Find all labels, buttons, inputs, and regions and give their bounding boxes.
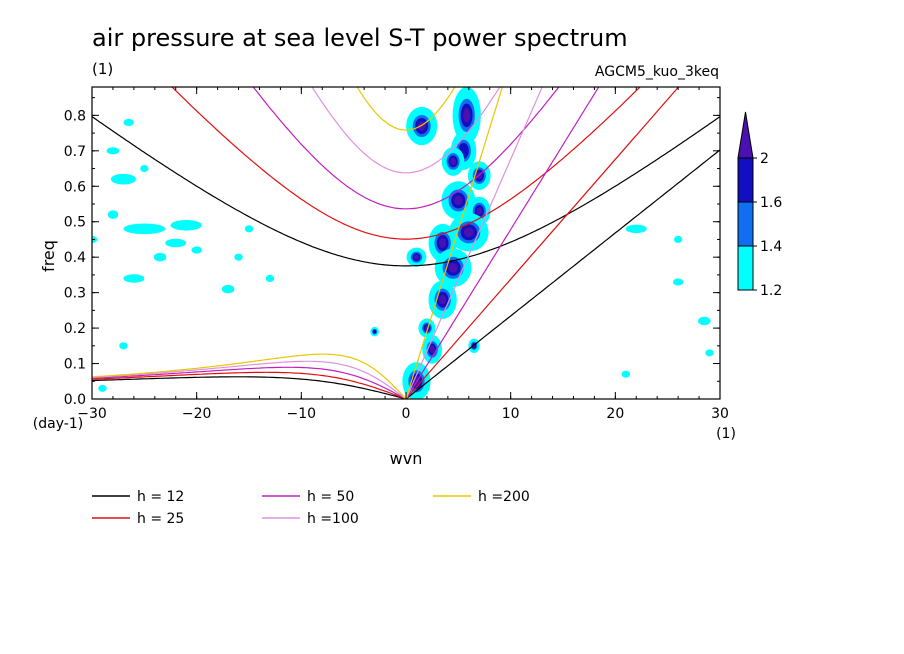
colorbar-segment <box>737 201 754 247</box>
colorbar-label: 1.6 <box>760 195 782 211</box>
contour-blob-17-level-0 <box>106 147 120 155</box>
kelvin-curve-100 <box>405 87 543 399</box>
kelvin-curve-200 <box>405 87 503 399</box>
colorbar-label: 1.4 <box>760 239 782 255</box>
contour-blob-24-level-0 <box>107 210 119 219</box>
contour-blob-30-level-0 <box>221 284 235 294</box>
rossby-curve-50 <box>92 366 407 399</box>
inertia-gravity-curve-200 <box>356 87 456 131</box>
contour-blob-35-level-0 <box>698 316 711 326</box>
contour-blob-5-level-3 <box>454 195 463 206</box>
contour-blob-21-level-0 <box>123 223 166 235</box>
y-tick-label: 0.3 <box>64 286 86 302</box>
contour-blob-36-level-0 <box>673 235 683 243</box>
y-tick-label: 0.7 <box>64 144 86 160</box>
contour-blob-29-level-0 <box>234 253 243 261</box>
kelvin-curve-50 <box>405 87 600 399</box>
contour-blob-0-level-3 <box>463 108 471 123</box>
legend-label-50: h = 50 <box>307 489 354 505</box>
contour-blob-20-level-0 <box>123 118 134 126</box>
contour-blob-26-level-0 <box>123 274 145 283</box>
y-tick-label: 0.4 <box>64 250 86 266</box>
contour-blob-2-level-3 <box>417 121 426 131</box>
x-tick-label: −10 <box>287 406 317 422</box>
colorbar-segment <box>737 157 754 203</box>
figure-title: air pressure at sea level S-T power spec… <box>92 24 628 52</box>
kelvin-curve-25 <box>405 87 680 399</box>
contour-blob-32-level-0 <box>98 384 107 392</box>
contour-blob-13-level-3 <box>429 345 435 353</box>
x-tick-label: 20 <box>606 406 624 422</box>
y-tick-label: 0.0 <box>64 392 86 408</box>
rossby-curve-200 <box>92 353 407 399</box>
inertia-gravity-curve-12 <box>92 116 720 267</box>
rossby-curve-100 <box>92 360 407 399</box>
x-tick-label: −20 <box>182 406 212 422</box>
legend-label-12: h = 12 <box>137 489 184 505</box>
y-tick-label: 0.8 <box>64 108 86 124</box>
contour-blob-27-level-0 <box>191 246 202 254</box>
legend-label-100: h =100 <box>307 511 359 527</box>
axes-layer: −30 −20 −10 0 10 20 30 0.0 0.1 0.2 0.3 0.4 0.5 0.6 0.7… <box>64 87 729 422</box>
y-tick-label: 0.2 <box>64 321 86 337</box>
contour-blob-25-level-0 <box>153 252 167 262</box>
dispersion-curves-layer <box>92 87 720 399</box>
title-units-label: (1) <box>92 60 113 78</box>
inertia-gravity-curve-100 <box>311 87 501 174</box>
contour-blob-23-level-0 <box>165 238 187 248</box>
rossby-curve-12 <box>92 376 407 399</box>
contour-blob-31-level-0 <box>119 342 128 350</box>
contour-blob-38-level-0 <box>672 278 684 286</box>
legend-label-25: h = 25 <box>137 511 184 527</box>
colorbar-label: 1.2 <box>760 283 782 299</box>
y-tick-label: 0.5 <box>64 215 86 231</box>
inertia-gravity-curve-25 <box>171 87 641 240</box>
contour-blob-37-level-0 <box>705 349 714 357</box>
inertia-gravity-curve-50 <box>252 87 560 210</box>
x-tick-label: −30 <box>77 406 107 422</box>
model-label: AGCM5_kuo_3keq <box>595 64 719 80</box>
x-tick-label: 10 <box>502 406 520 422</box>
colorbar-extend-triangle <box>737 111 754 159</box>
contour-blob-6-level-3 <box>476 207 483 215</box>
contour-blob-39-level-0 <box>621 370 630 378</box>
kelvin-curve-12 <box>405 149 720 399</box>
colorbar-label: 2 <box>760 151 769 167</box>
y-axis-unit-label: (day-1) <box>33 416 83 432</box>
y-tick-label: 0.6 <box>64 179 86 195</box>
contour-blob-7-level-3 <box>463 227 474 238</box>
y-tick-label: 0.1 <box>64 357 86 373</box>
contour-blob-19-level-0 <box>140 165 149 173</box>
rossby-curve-25 <box>92 371 407 399</box>
contour-blob-18-level-0 <box>110 173 136 185</box>
legend: h = 12 h = 25 h = 50 h =100 h =200 <box>92 489 530 527</box>
contour-blob-22-level-0 <box>170 219 202 231</box>
contour-blob-16-level-2 <box>372 329 377 334</box>
contour-blob-34-level-0 <box>625 224 647 234</box>
contour-blob-9-level-3 <box>413 254 419 260</box>
contour-blob-11-level-3 <box>439 294 447 305</box>
x-tick-label: 0 <box>402 406 411 422</box>
y-axis-label: freq <box>39 240 58 272</box>
contour-blob-10-level-3 <box>448 262 458 273</box>
contour-fill-layer <box>92 87 714 399</box>
colorbar-segment <box>737 245 754 291</box>
contour-blob-28-level-0 <box>244 225 254 233</box>
contour-blob-40-level-0 <box>265 274 275 283</box>
x-tick-label: 30 <box>711 406 729 422</box>
x-axis-unit-label: (1) <box>716 426 736 442</box>
legend-label-200: h =200 <box>478 489 530 505</box>
contour-blob-8-level-3 <box>439 238 447 248</box>
x-axis-label: wvn <box>390 449 423 468</box>
contour-blob-3-level-3 <box>450 157 456 166</box>
colorbar: 2 1.6 1.4 1.2 <box>737 111 782 299</box>
